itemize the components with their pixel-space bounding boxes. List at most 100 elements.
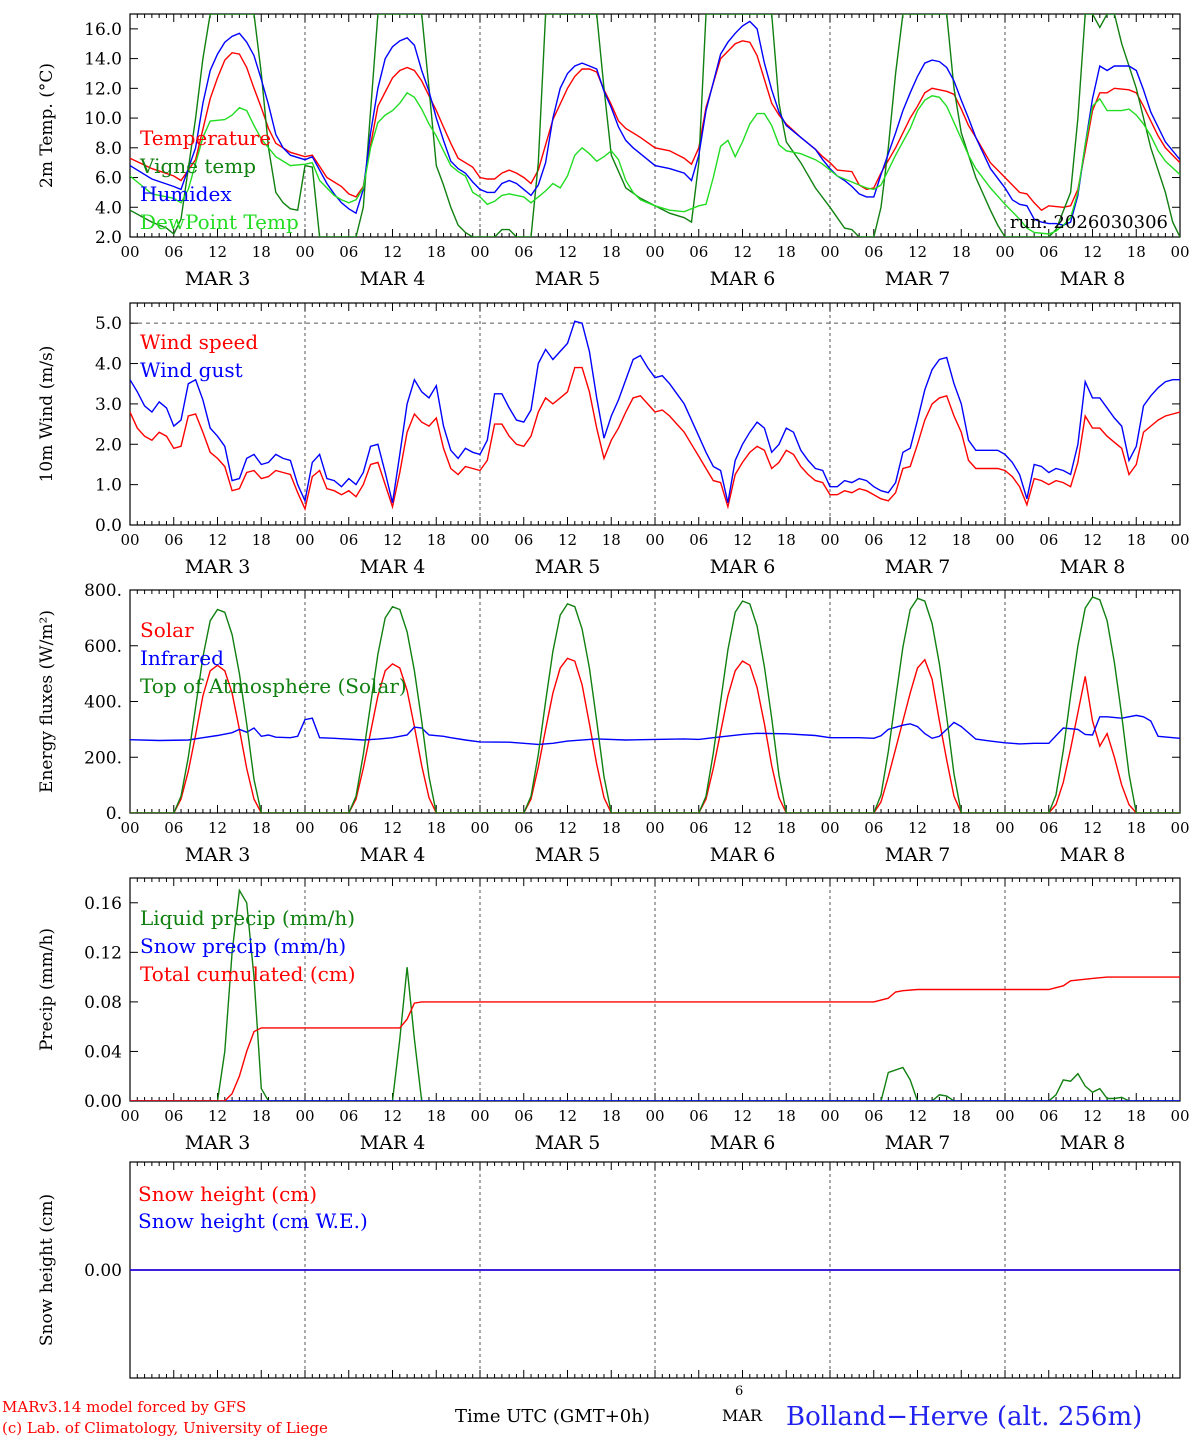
x-tick-label: 12: [208, 1107, 227, 1125]
lab-credit: (c) Lab. of Climatology, University of L…: [2, 1419, 328, 1437]
day-label: MAR 3: [185, 844, 251, 866]
y-tick-label: 800.: [84, 581, 122, 601]
x-tick-label: 18: [602, 531, 621, 549]
series-wind-speed: [130, 366, 1180, 512]
x-tick-label: 06: [864, 243, 883, 261]
x-tick-label: 06: [339, 243, 358, 261]
y-tick-label: 3.0: [95, 395, 122, 415]
series-temperature: [130, 40, 1180, 212]
x-tick-label: 06: [689, 531, 708, 549]
x-tick-label: 00: [645, 243, 664, 261]
x-tick-label: 00: [470, 1107, 489, 1125]
x-tick-label: 18: [427, 531, 446, 549]
center-day-label: 6: [735, 1384, 744, 1399]
x-tick-label: 06: [689, 819, 708, 837]
series-total-cumulated-cm: [130, 976, 1180, 1101]
day-label: MAR 8: [1060, 268, 1126, 290]
x-tick-label: 00: [470, 243, 489, 261]
x-tick-label: 18: [952, 531, 971, 549]
x-tick-label: 06: [514, 243, 533, 261]
y-tick-label: 5.0: [95, 314, 122, 334]
x-tick-label: 00: [995, 531, 1014, 549]
x-tick-label: 18: [602, 1107, 621, 1125]
panel-wind: 0.0 1.0 2.0 3.0 4.0 5.0 10m Wind (m/s) 00 06 12 18…: [37, 302, 1190, 578]
legend-entry: Temperature: [140, 126, 271, 150]
legend-entry: Liquid precip (mm/h): [140, 906, 355, 930]
x-tick-label: 06: [689, 1107, 708, 1125]
x-tick-label: 00: [120, 1107, 139, 1125]
y-axis-label: 10m Wind (m/s): [37, 346, 57, 483]
x-tick-label: 00: [470, 531, 489, 549]
x-tick-label: 06: [164, 1107, 183, 1125]
x-tick-label: 06: [514, 1107, 533, 1125]
x-tick-label: 18: [427, 1107, 446, 1125]
series-liquid-precip-mm-h: [130, 888, 1180, 1101]
legend-entry: Snow height (cm W.E.): [138, 1209, 368, 1233]
day-label: MAR 7: [885, 844, 951, 866]
y-tick-label: 0.12: [84, 943, 122, 963]
x-tick-label: 00: [995, 243, 1014, 261]
x-tick-label: 00: [1170, 1107, 1189, 1125]
x-tick-label: 06: [164, 243, 183, 261]
y-tick-label: 12.0: [84, 79, 122, 99]
x-tick-label: 12: [1083, 819, 1102, 837]
x-tick-label: 12: [208, 243, 227, 261]
x-tick-label: 18: [777, 1107, 796, 1125]
x-tick-label: 06: [1039, 243, 1058, 261]
y-tick-label: 400.: [84, 693, 122, 713]
y-tick-label: 0.16: [84, 894, 122, 914]
y-tick-label: 14.0: [84, 50, 122, 70]
y-tick-label: 8.0: [95, 139, 122, 159]
run-label: run: 2026030306: [1010, 212, 1168, 233]
x-tick-label: 06: [514, 531, 533, 549]
x-tick-label: 00: [120, 819, 139, 837]
x-tick-label: 18: [252, 1107, 271, 1125]
x-tick-label: 18: [252, 819, 271, 837]
day-label: MAR 6: [710, 268, 776, 290]
x-tick-label: 12: [733, 1107, 752, 1125]
day-label: MAR 6: [710, 1132, 776, 1154]
x-tick-label: 06: [1039, 1107, 1058, 1125]
y-tick-label: 0.04: [84, 1042, 122, 1062]
x-tick-label: 12: [1083, 243, 1102, 261]
x-tick-label: 00: [295, 243, 314, 261]
x-tick-label: 12: [908, 819, 927, 837]
x-tick-label: 00: [820, 819, 839, 837]
y-tick-label: 6.0: [95, 169, 122, 189]
day-label: MAR 3: [185, 268, 251, 290]
x-tick-label: 18: [1127, 1107, 1146, 1125]
legend-entry: Snow height (cm): [138, 1182, 317, 1206]
x-tick-label: 18: [952, 243, 971, 261]
plot-frame: [129, 13, 1181, 238]
day-label: MAR 4: [360, 268, 426, 290]
x-tick-label: 18: [1127, 819, 1146, 837]
day-label: MAR 7: [885, 556, 951, 578]
x-tick-label: 00: [820, 243, 839, 261]
y-axis-label: Precip (mm/h): [37, 928, 57, 1051]
day-label: MAR 4: [360, 1132, 426, 1154]
x-tick-label: 06: [339, 531, 358, 549]
legend-entry: DewPoint Temp: [140, 210, 299, 234]
plot-frame: [129, 589, 1181, 814]
x-tick-label: 00: [820, 1107, 839, 1125]
x-tick-label: 00: [295, 1107, 314, 1125]
legend-entry: Infrared: [140, 646, 224, 670]
x-tick-label: 06: [864, 819, 883, 837]
x-tick-label: 12: [733, 243, 752, 261]
legend-entry: Wind speed: [140, 330, 258, 354]
panel-temp: 2.0 4.0 6.0 8.0 10.0 12.0 14.0 16.0 2m Temp. (°C…: [37, 13, 1190, 290]
x-tick-label: 18: [1127, 531, 1146, 549]
y-tick-label: 2.0: [95, 435, 122, 455]
x-tick-label: 18: [952, 819, 971, 837]
x-tick-label: 18: [602, 243, 621, 261]
day-label: MAR 3: [185, 1132, 251, 1154]
x-tick-label: 00: [1170, 243, 1189, 261]
x-tick-label: 00: [120, 243, 139, 261]
series-infrared: [130, 714, 1180, 746]
panel-precip: 0.00 0.04 0.08 0.12 0.16 Precip (mm/h) 00 06 12 1…: [37, 877, 1190, 1154]
day-label: MAR 4: [360, 556, 426, 578]
x-tick-label: 00: [470, 819, 489, 837]
day-label: MAR 3: [185, 556, 251, 578]
legend-entry: Total cumulated (cm): [140, 962, 356, 986]
y-tick-label: 1.0: [95, 476, 122, 496]
